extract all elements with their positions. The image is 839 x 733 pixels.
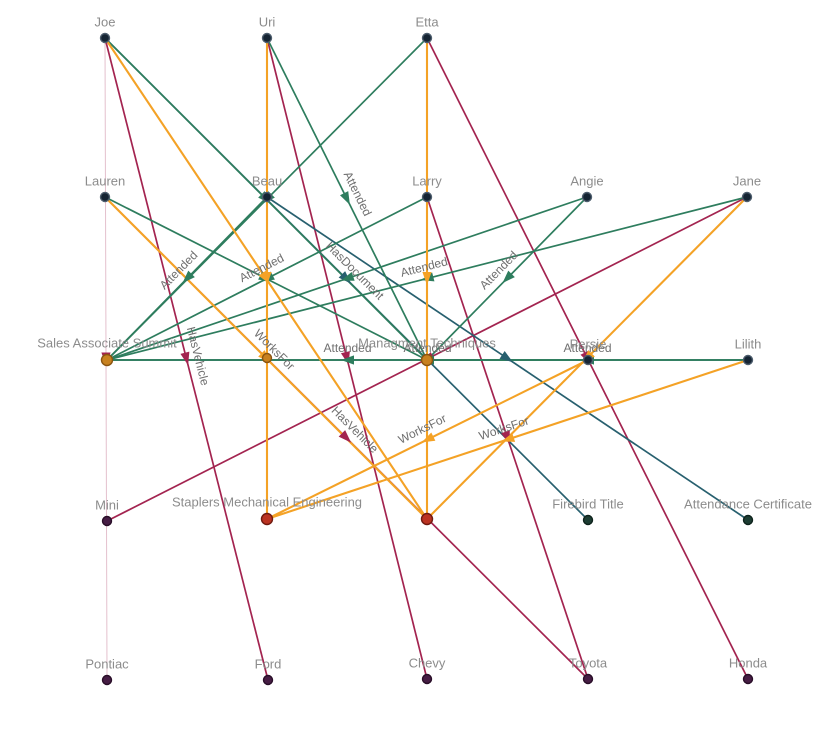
node-event2[interactable] xyxy=(261,352,273,364)
node-larry[interactable] xyxy=(421,191,433,203)
arrowhead-worksfor-etta-company2 xyxy=(422,272,432,285)
node-beau[interactable] xyxy=(261,191,273,203)
node-label-jane: Jane xyxy=(733,174,761,189)
node-label-ft: Firebird Title xyxy=(552,497,624,512)
node-label-mini: Mini xyxy=(95,498,119,513)
node-label-sas: Sales Associate Summit xyxy=(37,336,177,351)
arrowhead-worksfor-lilith-sme xyxy=(501,433,516,442)
node-label-ford: Ford xyxy=(255,657,282,672)
arrowhead-hasdocument-beau-ac xyxy=(499,351,513,363)
node-joe[interactable] xyxy=(99,32,111,44)
node-labels-layer: Joe Uri Etta Lauren Beau Larry Angie Jane Sales … xyxy=(37,15,812,672)
arrowhead-attended-uri-mt xyxy=(339,191,350,205)
node-label-ac: Attendance Certificate xyxy=(684,497,812,512)
node-lilith[interactable] xyxy=(742,354,754,366)
node-sme[interactable] xyxy=(260,512,274,526)
arrowhead-worksfor-joe-company2 xyxy=(258,270,270,284)
edge-label-lilith-sas: Attended xyxy=(403,341,451,355)
node-label-pontiac: Pontiac xyxy=(85,657,129,672)
node-mini[interactable] xyxy=(101,515,113,527)
node-mt[interactable] xyxy=(420,353,434,367)
arrowhead-attended-angie-mt xyxy=(502,270,515,284)
node-label-sme: Staplers Mechanical Engineering xyxy=(172,495,362,510)
node-honda[interactable] xyxy=(742,673,754,685)
nodes-layer xyxy=(99,32,754,686)
node-chevy[interactable] xyxy=(421,673,433,685)
node-etta[interactable] xyxy=(421,32,433,44)
node-pontiac[interactable] xyxy=(101,674,113,686)
node-label-larry: Larry xyxy=(412,174,442,189)
arrowhead-attended-beau-sas xyxy=(182,270,195,284)
arrowhead-hasvehicle-joe-ford xyxy=(180,351,190,366)
node-label-angie: Angie xyxy=(570,174,603,189)
node-angie[interactable] xyxy=(581,191,593,203)
node-ac[interactable] xyxy=(742,514,754,526)
node-ft[interactable] xyxy=(582,514,594,526)
node-lauren[interactable] xyxy=(99,191,111,203)
arrowhead-worksfor-persie-sme xyxy=(421,432,436,443)
node-jane[interactable] xyxy=(741,191,753,203)
node-sas[interactable] xyxy=(100,353,114,367)
node-persie[interactable] xyxy=(582,354,594,366)
node-label-honda: Honda xyxy=(729,656,768,671)
edge-label-lilith-mt: Attended xyxy=(563,341,611,355)
node-uri[interactable] xyxy=(261,32,273,44)
arrowhead-attended-angie-sas xyxy=(340,272,355,281)
node-label-chevy: Chevy xyxy=(409,656,446,671)
node-ford[interactable] xyxy=(262,674,274,686)
node-label-lauren: Lauren xyxy=(85,174,125,189)
node-label-toyota: Toyota xyxy=(569,656,608,671)
node-toyota[interactable] xyxy=(582,673,594,685)
node-label-uri: Uri xyxy=(259,15,276,30)
arrowhead-attended-persie-sas xyxy=(341,355,354,365)
node-label-lilith: Lilith xyxy=(735,337,762,352)
node-company2[interactable] xyxy=(420,512,434,526)
node-label-joe: Joe xyxy=(95,15,116,30)
node-label-etta: Etta xyxy=(415,15,439,30)
node-label-beau: Beau xyxy=(252,174,282,189)
edge-label-persie-sas: Attended xyxy=(323,341,371,355)
node-label-persie: Persie xyxy=(570,337,607,352)
arrowhead-hasvehicle-lauren-toyota xyxy=(338,430,352,443)
edge-label-angie-mt: Attended xyxy=(477,248,521,292)
node-label-mt: Managment Techniques xyxy=(358,336,496,351)
